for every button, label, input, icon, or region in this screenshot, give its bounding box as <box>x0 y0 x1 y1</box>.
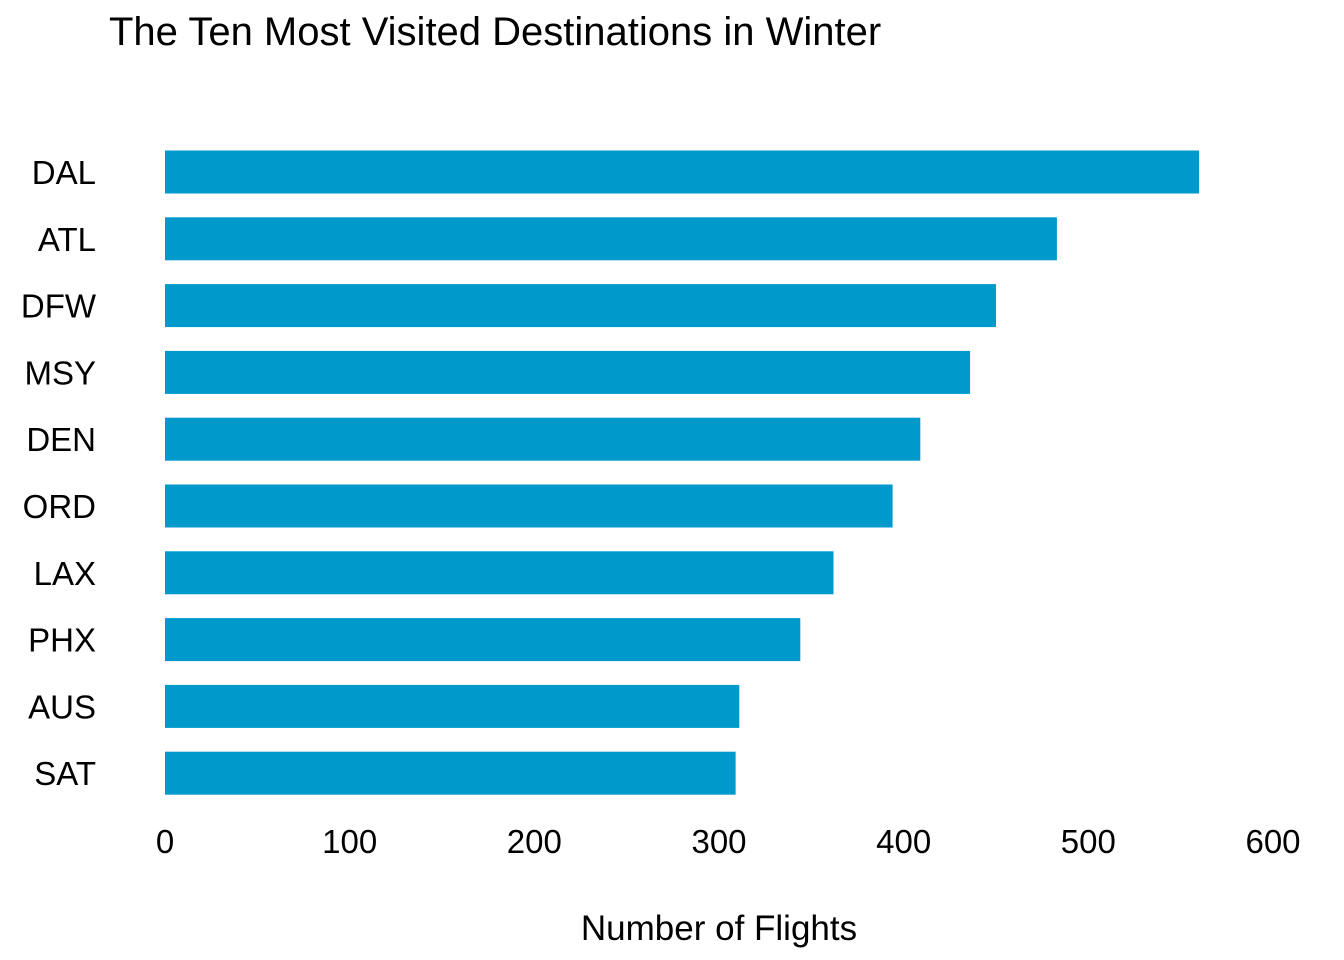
bar-phx <box>165 618 801 662</box>
x-tick-label-600: 600 <box>1245 823 1300 860</box>
y-tick-label-aus: AUS <box>28 688 96 725</box>
y-tick-label-atl: ATL <box>38 221 96 258</box>
bar-ord <box>165 484 893 528</box>
x-tick-label-200: 200 <box>507 823 562 860</box>
y-tick-label-den: DEN <box>26 421 96 458</box>
bars-group <box>165 150 1200 795</box>
bar-aus <box>165 684 740 728</box>
x-tick-label-400: 400 <box>876 823 931 860</box>
x-tick-label-0: 0 <box>156 823 174 860</box>
bar-atl <box>165 217 1057 261</box>
bar-lax <box>165 551 834 595</box>
bar-sat <box>165 751 736 795</box>
x-axis-tick-labels: 0 100 200 300 400 500 600 <box>156 823 1301 860</box>
x-axis-label: Number of Flights <box>581 909 857 948</box>
y-tick-label-phx: PHX <box>28 622 96 659</box>
bar-msy <box>165 350 971 394</box>
y-axis-tick-labels: DAL ATL DFW MSY DEN ORD LAX PHX AUS SAT <box>21 154 97 792</box>
y-tick-label-dfw: DFW <box>21 288 97 325</box>
bar-dal <box>165 150 1200 194</box>
y-tick-label-dal: DAL <box>32 154 96 191</box>
y-tick-label-ord: ORD <box>23 488 96 525</box>
x-tick-label-100: 100 <box>322 823 377 860</box>
y-tick-label-sat: SAT <box>34 755 96 792</box>
chart-title: The Ten Most Visited Destinations in Win… <box>109 10 882 54</box>
bar-dfw <box>165 284 996 328</box>
x-tick-label-300: 300 <box>691 823 746 860</box>
y-tick-label-lax: LAX <box>34 555 96 592</box>
bar-den <box>165 417 921 461</box>
x-tick-label-500: 500 <box>1061 823 1116 860</box>
y-tick-label-msy: MSY <box>24 354 96 391</box>
